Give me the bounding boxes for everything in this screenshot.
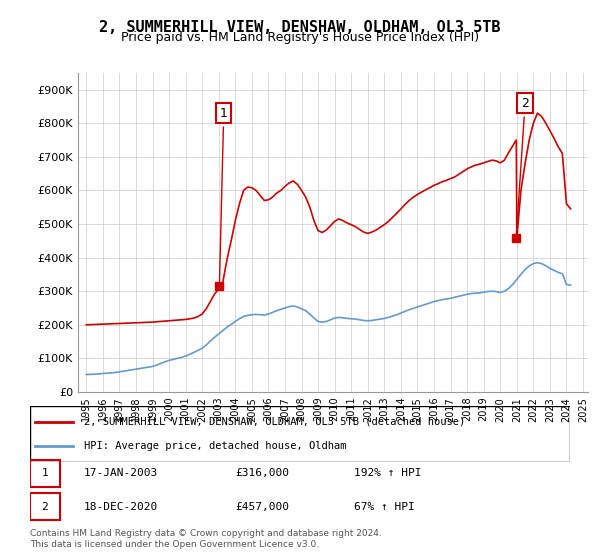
Text: 2: 2 bbox=[517, 96, 529, 236]
Text: 18-DEC-2020: 18-DEC-2020 bbox=[84, 502, 158, 512]
Text: HPI: Average price, detached house, Oldham: HPI: Average price, detached house, Oldh… bbox=[84, 441, 347, 451]
Text: 1: 1 bbox=[220, 106, 227, 283]
Text: 2: 2 bbox=[41, 502, 48, 512]
Text: £316,000: £316,000 bbox=[235, 468, 289, 478]
Text: £457,000: £457,000 bbox=[235, 502, 289, 512]
Text: 2, SUMMERHILL VIEW, DENSHAW, OLDHAM, OL3 5TB (detached house): 2, SUMMERHILL VIEW, DENSHAW, OLDHAM, OL3… bbox=[84, 417, 465, 427]
Bar bbox=[30, 493, 60, 520]
Text: 2, SUMMERHILL VIEW, DENSHAW, OLDHAM, OL3 5TB: 2, SUMMERHILL VIEW, DENSHAW, OLDHAM, OL3… bbox=[99, 20, 501, 35]
Text: 67% ↑ HPI: 67% ↑ HPI bbox=[354, 502, 415, 512]
Text: Contains HM Land Registry data © Crown copyright and database right 2024.: Contains HM Land Registry data © Crown c… bbox=[30, 529, 382, 538]
Text: 1: 1 bbox=[41, 468, 48, 478]
Text: This data is licensed under the Open Government Licence v3.0.: This data is licensed under the Open Gov… bbox=[30, 540, 319, 549]
Text: Price paid vs. HM Land Registry's House Price Index (HPI): Price paid vs. HM Land Registry's House … bbox=[121, 31, 479, 44]
Bar bbox=[30, 460, 60, 487]
Text: 17-JAN-2003: 17-JAN-2003 bbox=[84, 468, 158, 478]
Text: 192% ↑ HPI: 192% ↑ HPI bbox=[354, 468, 421, 478]
